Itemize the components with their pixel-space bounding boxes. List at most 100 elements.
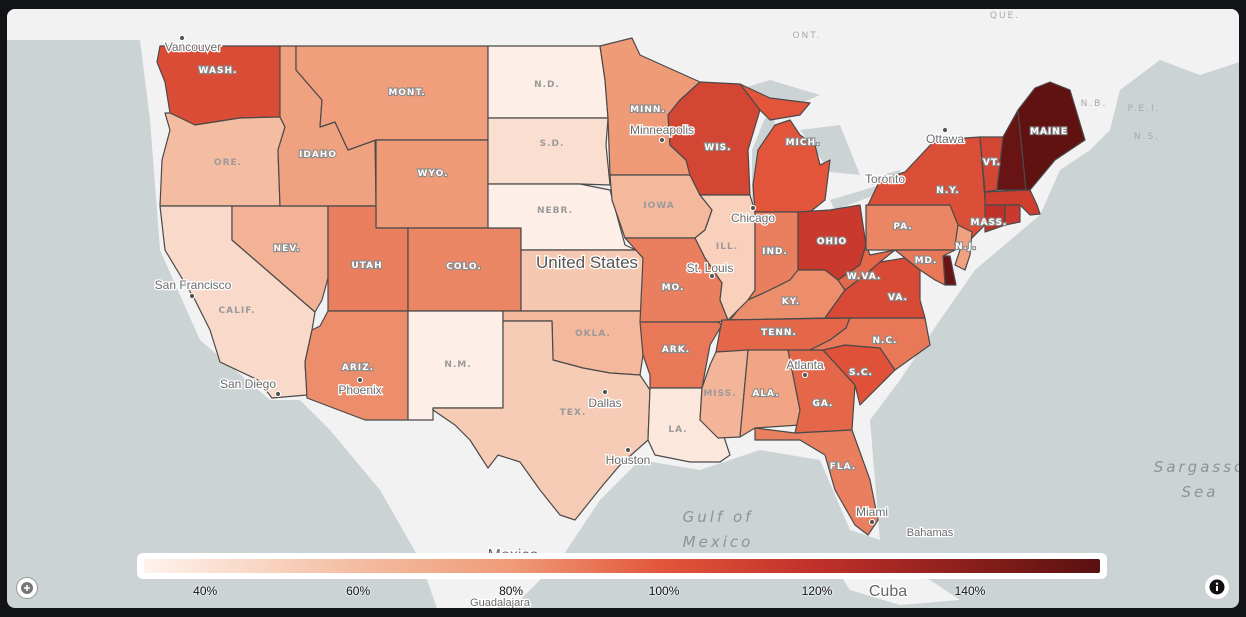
city-label: St. Louis xyxy=(687,261,734,275)
state-label: S.D. xyxy=(540,139,565,149)
state-shape[interactable] xyxy=(667,81,761,196)
state-sd[interactable] xyxy=(487,117,611,186)
attribution-icon xyxy=(21,582,33,594)
country-label: Cuba xyxy=(869,583,907,600)
state-fl[interactable] xyxy=(754,427,879,536)
city-label: Miami xyxy=(856,505,888,519)
state-shape[interactable] xyxy=(1004,204,1021,226)
state-shape[interactable] xyxy=(754,427,879,536)
state-label: IDAHO xyxy=(299,150,337,160)
state-label: OHIO xyxy=(817,237,847,247)
legend-tick: 140% xyxy=(954,584,986,598)
attribution-button[interactable] xyxy=(16,577,38,599)
state-label: WYO. xyxy=(418,169,449,179)
state-label: S.C. xyxy=(849,368,873,378)
city-dot xyxy=(178,34,186,42)
state-tx[interactable] xyxy=(432,320,651,521)
city-dot xyxy=(749,204,757,212)
map-view[interactable]: WASH. ORE. CALIF. NEV. IDAHO MONT. WYO. UTAH ARI… xyxy=(7,9,1239,608)
state-label: TENN. xyxy=(761,328,797,338)
legend-tick: 120% xyxy=(801,584,833,598)
color-legend xyxy=(137,553,1107,579)
legend-tick: 60% xyxy=(346,584,371,598)
state-label: IND. xyxy=(762,247,788,257)
city-label: Toronto xyxy=(865,172,905,186)
info-icon xyxy=(1209,579,1225,595)
state-label: MAINE xyxy=(1030,127,1068,137)
legend-tick: 40% xyxy=(193,584,218,598)
state-label: NEV. xyxy=(274,244,301,254)
state-shape[interactable] xyxy=(487,117,611,186)
state-label: WIS. xyxy=(704,143,731,153)
state-label: N.Y. xyxy=(936,186,959,196)
city-label: Vancouver xyxy=(165,40,221,54)
state-label: N.C. xyxy=(873,336,898,346)
city-label: Ottawa xyxy=(926,132,964,146)
state-shape[interactable] xyxy=(894,249,956,286)
city-dot xyxy=(188,292,196,300)
lake xyxy=(830,185,880,210)
state-md[interactable] xyxy=(894,249,956,286)
city-label: Dallas xyxy=(588,396,621,410)
state-nj[interactable] xyxy=(954,224,973,271)
state-shape[interactable] xyxy=(156,45,281,126)
state-shape[interactable] xyxy=(865,204,961,251)
state-label: VT. xyxy=(983,158,1001,168)
state-label: N.J. xyxy=(955,242,977,252)
state-wy[interactable] xyxy=(375,139,489,229)
sea-label: Gulf of xyxy=(683,508,754,526)
choropleth-map[interactable]: WASH. ORE. CALIF. NEV. IDAHO MONT. WYO. UTAH ARI… xyxy=(7,9,1239,608)
state-label: MICH. xyxy=(786,138,821,148)
state-shape[interactable] xyxy=(752,119,831,213)
city-label: San Diego xyxy=(220,377,276,391)
state-label: ILL. xyxy=(716,242,738,252)
legend-gradient xyxy=(144,559,1100,573)
city-dot xyxy=(868,518,876,526)
state-label: ALA. xyxy=(752,389,779,399)
sea-label: Sargasso xyxy=(1154,458,1239,476)
state-label: OKLA. xyxy=(575,329,611,339)
state-wa[interactable] xyxy=(156,45,281,126)
city-label: Houston xyxy=(606,453,651,467)
region-label: P.E.I. xyxy=(1128,104,1161,114)
city-dot xyxy=(624,446,632,454)
state-label: TEX. xyxy=(560,408,587,418)
state-pa[interactable] xyxy=(865,204,961,251)
state-label: W.VA. xyxy=(847,272,882,282)
city-dot xyxy=(658,136,666,144)
state-shape[interactable] xyxy=(809,317,931,371)
state-wi[interactable] xyxy=(667,81,761,196)
state-shape[interactable] xyxy=(432,320,651,521)
state-label: UTAH xyxy=(351,261,382,271)
city-label: Phoenix xyxy=(338,383,381,397)
city-dot xyxy=(601,388,609,396)
region-label: ONT. xyxy=(792,31,821,41)
state-label: ORE. xyxy=(214,158,242,168)
state-label: PA. xyxy=(893,222,912,232)
state-label: MO. xyxy=(662,283,685,293)
state-label: N.M. xyxy=(444,360,471,370)
state-shape[interactable] xyxy=(375,139,489,229)
state-label: ARIZ. xyxy=(342,363,374,373)
lake xyxy=(800,125,860,175)
state-ri[interactable] xyxy=(1004,204,1021,226)
state-label: WASH. xyxy=(199,66,238,76)
city-label: Bahamas xyxy=(907,527,954,539)
state-nc[interactable] xyxy=(809,317,931,371)
state-label: KY. xyxy=(782,297,800,307)
state-shape[interactable] xyxy=(739,83,811,121)
region-label: N.B. xyxy=(1081,99,1108,109)
state-label: NEBR. xyxy=(537,206,573,216)
state-shape[interactable] xyxy=(954,224,973,271)
state-label: ARK. xyxy=(662,345,690,355)
sea-label: Mexico xyxy=(683,533,754,551)
legend-tick: 80% xyxy=(499,584,524,598)
state-label: CALIF. xyxy=(219,306,256,316)
state-label: VA. xyxy=(888,293,908,303)
city-label: San Francisco xyxy=(155,278,232,292)
info-button[interactable] xyxy=(1205,575,1229,599)
state-mi[interactable] xyxy=(739,83,831,213)
state-label: MINN. xyxy=(630,105,666,115)
city-dot xyxy=(801,371,809,379)
city-label: Guadalajara xyxy=(470,597,531,608)
